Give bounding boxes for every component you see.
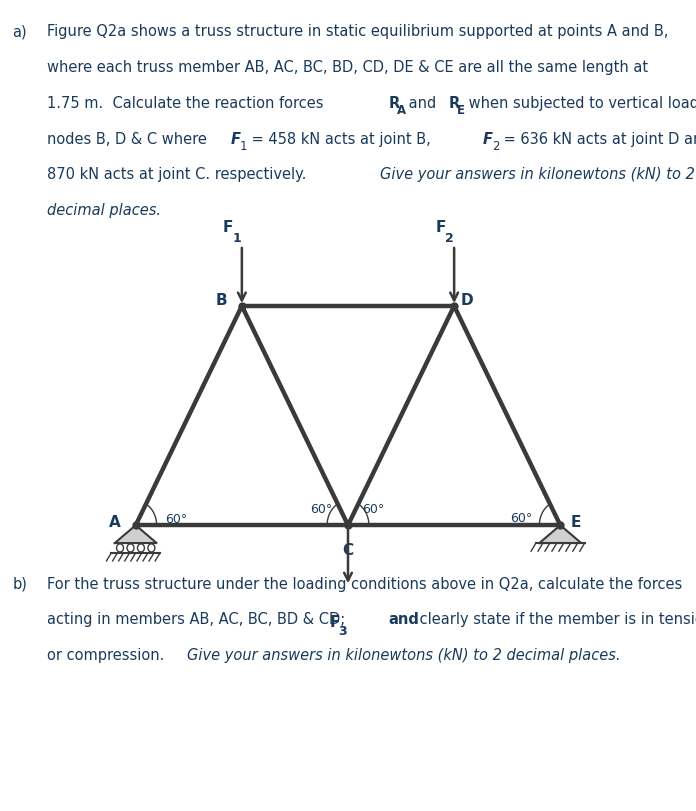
Text: 60°: 60° (510, 511, 532, 524)
Text: 60°: 60° (165, 513, 187, 526)
Text: decimal places.: decimal places. (47, 203, 161, 217)
Text: 60°: 60° (362, 503, 384, 516)
Text: b): b) (13, 576, 27, 590)
Text: For the truss structure under the loading conditions above in Q2a, calculate the: For the truss structure under the loadin… (47, 576, 683, 590)
Polygon shape (539, 526, 581, 543)
Text: or compression.: or compression. (47, 647, 169, 662)
Text: A: A (109, 515, 120, 530)
Text: and: and (388, 611, 420, 626)
Text: a): a) (13, 24, 27, 39)
Text: R: R (448, 96, 459, 110)
Text: Give your answers in kilonewtons (kN) to 2 decimal places.: Give your answers in kilonewtons (kN) to… (187, 647, 621, 662)
Text: 2: 2 (492, 139, 500, 152)
Circle shape (138, 544, 145, 552)
Text: 870 kN acts at joint C. respectively.: 870 kN acts at joint C. respectively. (47, 167, 311, 182)
Text: when subjected to vertical loads at: when subjected to vertical loads at (464, 96, 696, 110)
Text: B: B (215, 293, 227, 307)
Text: 3: 3 (338, 624, 347, 637)
Text: = 636 kN acts at joint D and: = 636 kN acts at joint D and (499, 131, 696, 146)
Text: F: F (223, 221, 233, 235)
Text: acting in members AB, AC, BC, BD & CD;: acting in members AB, AC, BC, BD & CD; (47, 611, 350, 626)
Text: E: E (571, 515, 580, 530)
Text: 60°: 60° (310, 503, 332, 516)
Text: A: A (397, 104, 406, 117)
Text: Give your answers in kilonewtons (kN) to 2: Give your answers in kilonewtons (kN) to… (380, 167, 695, 182)
Text: 1.75 m.  Calculate the reaction forces: 1.75 m. Calculate the reaction forces (47, 96, 329, 110)
Text: E: E (457, 104, 465, 117)
Text: C: C (342, 543, 354, 557)
Text: D: D (460, 293, 473, 307)
Text: and: and (404, 96, 441, 110)
Text: Figure Q2a shows a truss structure in static equilibrium supported at points A a: Figure Q2a shows a truss structure in st… (47, 24, 669, 39)
Text: 2: 2 (445, 232, 453, 245)
Text: where each truss member AB, AC, BC, BD, CD, DE & CE are all the same length at: where each truss member AB, AC, BC, BD, … (47, 60, 649, 75)
Text: F: F (231, 131, 241, 146)
Text: 1: 1 (232, 232, 241, 245)
Circle shape (117, 544, 124, 552)
Text: = 458 kN acts at joint B,: = 458 kN acts at joint B, (247, 131, 435, 146)
Text: F: F (329, 615, 340, 629)
Circle shape (127, 544, 134, 552)
Text: 1: 1 (240, 139, 247, 152)
Text: F: F (436, 221, 445, 235)
Text: R: R (388, 96, 400, 110)
Text: clearly state if the member is in tension: clearly state if the member is in tensio… (415, 611, 696, 626)
Polygon shape (115, 526, 157, 543)
Text: nodes B, D & C where: nodes B, D & C where (47, 131, 212, 146)
Text: F: F (483, 131, 493, 146)
Circle shape (148, 544, 155, 552)
